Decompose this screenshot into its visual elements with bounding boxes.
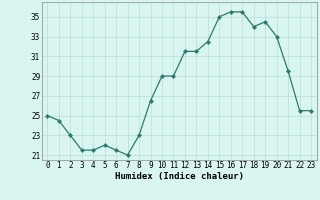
X-axis label: Humidex (Indice chaleur): Humidex (Indice chaleur) bbox=[115, 172, 244, 181]
